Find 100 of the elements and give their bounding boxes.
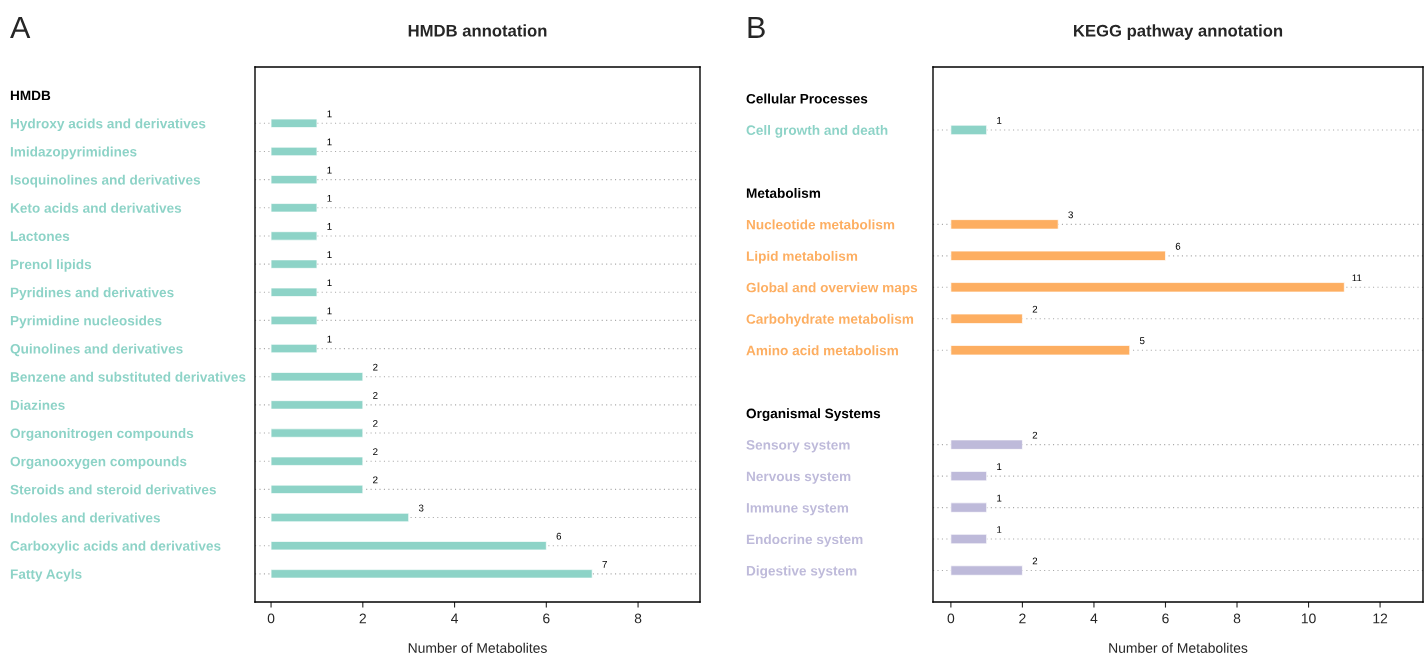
y-tick-label: Cellular Processes xyxy=(746,93,868,104)
bar xyxy=(950,250,1166,261)
data-label: 1 xyxy=(327,110,332,118)
data-label: 1 xyxy=(327,223,332,230)
bar xyxy=(270,259,318,269)
bar xyxy=(270,372,364,382)
x-tick-label: 10 xyxy=(1301,613,1316,624)
data-label: 2 xyxy=(373,448,378,456)
x-tick-label: 0 xyxy=(267,613,275,624)
data-label: 7 xyxy=(602,560,607,568)
bar xyxy=(950,345,1131,356)
x-tick-label: 8 xyxy=(1233,613,1241,624)
data-label: 1 xyxy=(327,166,332,174)
y-tick-label: Sensory system xyxy=(746,440,850,453)
x-tick-label: 2 xyxy=(359,613,366,624)
data-label: 2 xyxy=(1032,431,1038,439)
y-tick-label: Steroids and steroid derivatives xyxy=(10,484,216,495)
y-tick-label: Global and overview maps xyxy=(746,282,918,296)
x-tick-label: 8 xyxy=(634,613,642,624)
y-tick-label: Organismal Systems xyxy=(746,408,881,421)
bar xyxy=(270,512,410,523)
y-tick-label: Pyrimidine nucleosides xyxy=(10,315,162,329)
y-tick-label: Nervous system xyxy=(746,471,851,484)
y-tick-label: Carboxylic acids and derivatives xyxy=(10,540,221,554)
data-label: 1 xyxy=(327,251,332,258)
y-tick-label: Nucleotide metabolism xyxy=(746,219,895,230)
y-tick-label: Amino acid metabolism xyxy=(746,345,898,356)
bar xyxy=(270,569,593,579)
data-label: 3 xyxy=(1068,211,1073,219)
bar xyxy=(270,175,318,185)
bar xyxy=(270,456,364,466)
bar xyxy=(950,565,1023,576)
chart-title: HMDB annotation xyxy=(408,24,547,37)
x-tick-label: 4 xyxy=(1090,613,1098,624)
y-tick-label: Isoquinolines and derivatives xyxy=(10,174,201,188)
bar xyxy=(270,344,318,354)
y-tick-label: Metabolism xyxy=(746,187,821,198)
data-label: 11 xyxy=(1352,274,1362,282)
x-tick-label: 12 xyxy=(1373,613,1388,624)
data-label: 6 xyxy=(556,532,562,540)
data-label: 3 xyxy=(418,504,424,512)
y-tick-label: Diazines xyxy=(10,399,65,410)
data-label: 1 xyxy=(327,335,332,343)
y-tick-label: Prenol lipids xyxy=(10,259,92,272)
bar xyxy=(950,533,987,545)
text: B xyxy=(748,16,765,38)
x-tick-label: 6 xyxy=(543,613,550,624)
bar xyxy=(950,313,1023,324)
x-tick-label: 4 xyxy=(451,613,459,624)
x-axis-title: Number of Metabolites xyxy=(408,642,547,653)
x-tick-label: 6 xyxy=(1162,613,1169,624)
y-tick-label: Digestive system xyxy=(746,565,857,579)
bar xyxy=(270,287,318,297)
bar xyxy=(270,118,318,128)
data-label: 1 xyxy=(997,494,1002,502)
bar xyxy=(950,502,987,513)
data-label: 6 xyxy=(1175,242,1181,250)
bar xyxy=(950,471,987,482)
data-label: 2 xyxy=(373,391,378,399)
bar xyxy=(270,231,318,241)
data-label: 2 xyxy=(373,363,378,371)
data-label: 2 xyxy=(373,476,378,484)
data-label: 1 xyxy=(997,526,1002,533)
bar xyxy=(270,484,364,494)
y-tick-label: Hydroxy acids and derivatives xyxy=(10,118,206,132)
x-tick-label: 0 xyxy=(947,613,955,624)
data-label: 1 xyxy=(327,279,332,287)
x-tick-label: 2 xyxy=(1019,613,1026,624)
bar xyxy=(270,541,547,551)
data-label: 1 xyxy=(327,194,332,202)
bar xyxy=(270,428,364,438)
data-label: 1 xyxy=(997,117,1002,124)
y-tick-label: Imidazopyrimidines xyxy=(10,146,137,160)
y-tick-label: Indoles and derivatives xyxy=(10,512,160,523)
data-label: 2 xyxy=(373,420,378,427)
bar xyxy=(950,124,987,136)
data-label: 1 xyxy=(327,307,332,315)
y-tick-label: Benzene and substituted derivatives xyxy=(10,371,246,382)
text: A xyxy=(10,16,31,38)
y-tick-label: Fatty Acyls xyxy=(10,568,82,582)
bar xyxy=(950,219,1059,230)
y-tick-label: Pyridines and derivatives xyxy=(10,287,174,301)
y-tick-label: Immune system xyxy=(746,503,849,516)
y-tick-label: Organonitrogen compounds xyxy=(10,428,194,441)
bar xyxy=(270,315,318,325)
y-tick-label: Endocrine system xyxy=(746,534,863,547)
bar xyxy=(270,203,318,213)
x-axis-title: Number of Metabolites xyxy=(1109,642,1248,653)
data-label: 1 xyxy=(997,463,1002,470)
y-tick-label: Lactones xyxy=(10,231,70,242)
data-label: 5 xyxy=(1139,337,1145,345)
y-tick-label: HMDB xyxy=(10,90,51,101)
data-label: 1 xyxy=(327,138,332,146)
bar xyxy=(950,282,1345,293)
chart-title: KEGG pathway annotation xyxy=(1074,24,1283,40)
y-tick-label: Keto acids and derivatives xyxy=(10,202,182,213)
y-tick-label: Organooxygen compounds xyxy=(10,456,187,470)
bar xyxy=(270,146,318,157)
y-tick-label: Cell growth and death xyxy=(746,125,888,138)
y-tick-label: Quinolines and derivatives xyxy=(10,343,183,357)
